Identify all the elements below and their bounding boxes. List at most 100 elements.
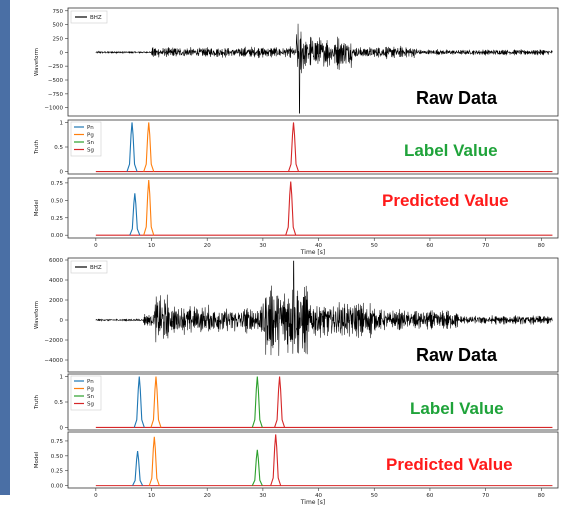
legend: BHZ xyxy=(70,10,108,24)
y-tick-label: 0.00 xyxy=(51,233,64,239)
y-tick-label: 2000 xyxy=(49,298,63,304)
annotation-raw: Raw Data xyxy=(416,88,498,108)
x-tick-label: 50 xyxy=(371,243,378,249)
legend-label-pg: Pg xyxy=(87,133,94,139)
panel-raw-event-1: 750 500 250 0 −250 −500 −750 −1000 Waveform BHZ Ra… xyxy=(34,7,559,117)
axes-frame xyxy=(67,431,559,489)
waveform-trace xyxy=(95,260,553,356)
x-tick-label: 0 xyxy=(94,493,98,499)
side-strip xyxy=(0,0,10,495)
y-axis-label: Waveform xyxy=(34,48,40,76)
y-tick-label: 0.50 xyxy=(51,454,64,460)
axes-frame xyxy=(67,257,559,373)
legend-label-sg: Sg xyxy=(87,148,94,154)
y-tick-label: 0.5 xyxy=(54,145,63,151)
legend: BHZ xyxy=(70,260,108,274)
pick-pg xyxy=(150,376,162,428)
y-tick-label: 250 xyxy=(53,36,64,42)
legend-label-bhz: BHZ xyxy=(90,265,102,271)
x-tick-label: 40 xyxy=(315,243,322,249)
x-axis-label: Time [s] xyxy=(300,499,325,506)
legend-box xyxy=(70,260,108,274)
y-axis-label: Truth xyxy=(34,140,40,155)
y-axis-label: Truth xyxy=(34,395,40,410)
y-tick-label: 0.25 xyxy=(51,216,64,222)
y-tick-label: 4000 xyxy=(49,278,63,284)
x-tick-label: 40 xyxy=(315,493,322,499)
pick-sg xyxy=(270,434,282,486)
y-tick-label: −4000 xyxy=(44,358,63,364)
legend-label-sg: Sg xyxy=(87,402,94,408)
y-tick-label: −500 xyxy=(48,78,64,84)
y-tick-label: 0.25 xyxy=(51,469,64,475)
legend-label-bhz: BHZ xyxy=(90,15,102,21)
y-tick-label: 0 xyxy=(60,318,64,324)
panel-raw-event-2: 6000 4000 2000 0 −2000 −4000 Waveform BHZ Raw Da… xyxy=(34,257,559,373)
x-tick-label: 30 xyxy=(259,243,266,249)
legend-label-pg: Pg xyxy=(87,387,94,393)
waveform-trace xyxy=(95,23,553,114)
annotation-truth: Label Value xyxy=(410,399,504,418)
x-tick-label: 0 xyxy=(94,243,98,249)
panel-model-event-1: 0.75 0.50 0.25 0.00 Model 0 10 20 30 40 50 60 70 80 Ti… xyxy=(34,177,559,256)
x-tick-label: 70 xyxy=(482,493,489,499)
y-tick-label: −750 xyxy=(48,92,64,98)
y-tick-label: 750 xyxy=(53,9,64,15)
x-tick-label: 80 xyxy=(538,243,545,249)
y-tick-label: 1 xyxy=(60,375,64,381)
y-tick-label: 500 xyxy=(53,23,64,29)
legend-box xyxy=(70,10,108,24)
y-tick-label: 0 xyxy=(60,50,64,56)
annotation-model: Predicted Value xyxy=(382,191,509,210)
x-tick-label: 10 xyxy=(148,243,155,249)
annotation-truth: Label Value xyxy=(404,141,498,160)
pick-pn xyxy=(129,193,141,236)
x-tick-label: 60 xyxy=(426,243,433,249)
axes-frame xyxy=(67,177,559,239)
pick-pn xyxy=(126,122,138,172)
x-axis-label: Time [s] xyxy=(300,249,325,256)
y-axis-label: Waveform xyxy=(34,301,40,329)
x-tick-label: 30 xyxy=(259,493,266,499)
y-tick-label: 0.50 xyxy=(51,198,64,204)
y-tick-label: −250 xyxy=(48,64,64,70)
pick-sg xyxy=(287,122,300,172)
legend-box xyxy=(70,375,102,411)
x-tick-label: 20 xyxy=(204,493,211,499)
legend-label-pn: Pn xyxy=(87,379,94,385)
y-tick-label: 0.00 xyxy=(51,484,64,490)
pick-pn xyxy=(132,450,144,486)
y-tick-label: 0.5 xyxy=(54,400,63,406)
pick-sn xyxy=(251,376,263,428)
x-tick-label: 70 xyxy=(482,243,489,249)
pick-pg xyxy=(143,180,155,236)
x-tick-label: 10 xyxy=(148,493,155,499)
y-tick-label: 0.75 xyxy=(51,181,64,187)
y-tick-label: 0 xyxy=(60,170,64,176)
annotation-model: Predicted Value xyxy=(386,455,513,474)
x-tick-label: 50 xyxy=(371,493,378,499)
x-tick-label: 80 xyxy=(538,493,545,499)
axes-frame xyxy=(67,7,559,117)
y-axis-label: Model xyxy=(34,199,40,216)
pick-sn xyxy=(251,449,263,486)
y-tick-label: 0.75 xyxy=(51,439,64,445)
pick-sg xyxy=(274,376,286,428)
x-tick-label: 60 xyxy=(426,493,433,499)
legend-box xyxy=(70,121,102,157)
y-tick-label: −2000 xyxy=(44,338,63,344)
pick-pg xyxy=(143,122,155,172)
y-axis-label: Model xyxy=(34,451,40,468)
y-tick-label: 0 xyxy=(60,425,64,431)
panel-model-event-2: 0.75 0.50 0.25 0.00 Model 0 10 20 30 40 50 60 70 80 Ti… xyxy=(34,431,559,506)
pick-sg xyxy=(285,181,297,236)
y-tick-label: 1 xyxy=(60,120,64,126)
pick-pn xyxy=(133,376,145,428)
y-tick-label: −1000 xyxy=(44,106,63,112)
pick-pg xyxy=(148,436,160,486)
